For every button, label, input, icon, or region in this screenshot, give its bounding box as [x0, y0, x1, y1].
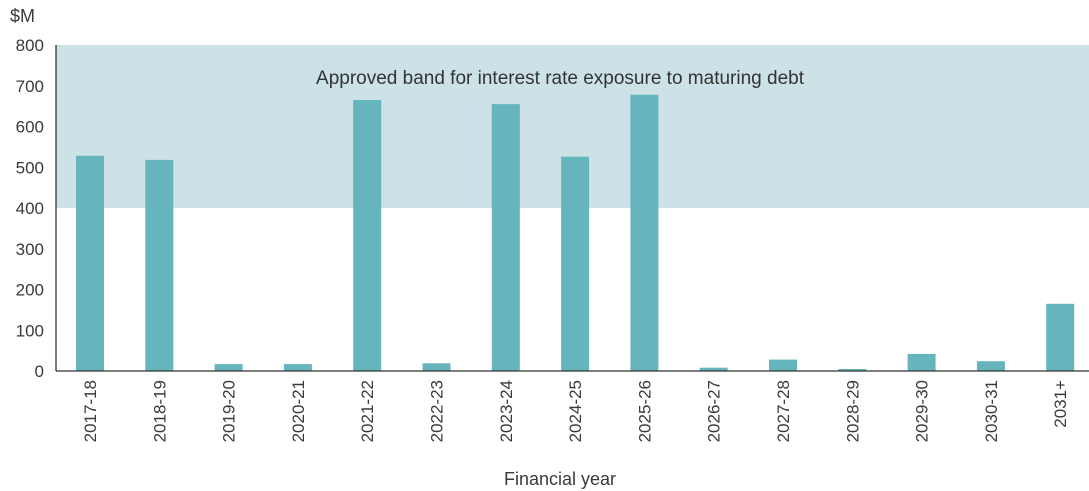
x-axis-ticks: 2017-18 2018-19 2019-20 2020-21 2021-22 2022-… [81, 380, 1070, 442]
x-tick-label: 2023-24 [497, 380, 516, 442]
bar-2020-21 [283, 364, 312, 371]
x-tick-label: 2027-28 [774, 380, 793, 442]
y-tick-label: 500 [16, 158, 44, 177]
bar-2024-25 [561, 156, 590, 371]
x-tick-label: 2022-23 [428, 380, 447, 442]
bar-2031+ [1046, 303, 1075, 371]
x-tick-label: 2026-27 [705, 380, 724, 442]
y-tick-label: 300 [16, 240, 44, 259]
y-tick-label: 100 [16, 321, 44, 340]
y-tick-label: 700 [16, 77, 44, 96]
bar-2029-30 [907, 353, 936, 371]
y-tick-label: 200 [16, 281, 44, 300]
bars-group [76, 94, 1075, 371]
x-tick-label: 2029-30 [913, 380, 932, 442]
x-tick-label: 2028-29 [843, 380, 862, 442]
bar-2018-19 [145, 159, 174, 371]
x-tick-label: 2019-20 [220, 380, 239, 442]
x-tick-label: 2025-26 [635, 380, 654, 442]
x-axis-title: Financial year [504, 469, 616, 489]
bar-2026-27 [699, 367, 728, 371]
y-tick-label: 600 [16, 118, 44, 137]
bar-2025-26 [630, 94, 659, 371]
bar-2019-20 [214, 364, 243, 371]
y-tick-label: 800 [16, 36, 44, 55]
bar-2021-22 [353, 100, 382, 371]
x-tick-label: 2024-25 [566, 380, 585, 442]
y-tick-label: 400 [16, 199, 44, 218]
y-axis-unit: $M [10, 6, 35, 26]
x-tick-label: 2031+ [1051, 380, 1070, 428]
x-tick-label: 2018-19 [150, 380, 169, 442]
bar-2022-23 [422, 363, 451, 371]
band-label: Approved band for interest rate exposure… [316, 68, 805, 89]
x-tick-label: 2021-22 [358, 380, 377, 442]
x-tick-label: 2030-31 [982, 380, 1001, 442]
bar-2023-24 [491, 104, 520, 371]
y-tick-label: 0 [35, 362, 44, 381]
x-tick-label: 2020-21 [289, 380, 308, 442]
bar-2027-28 [769, 359, 797, 371]
bar-2017-18 [76, 155, 104, 371]
y-axis-ticks: 0 100 200 300 400 500 600 700 800 [16, 36, 44, 381]
bar-2028-29 [838, 369, 867, 371]
x-tick-label: 2017-18 [81, 380, 100, 442]
bar-2030-31 [976, 361, 1005, 371]
